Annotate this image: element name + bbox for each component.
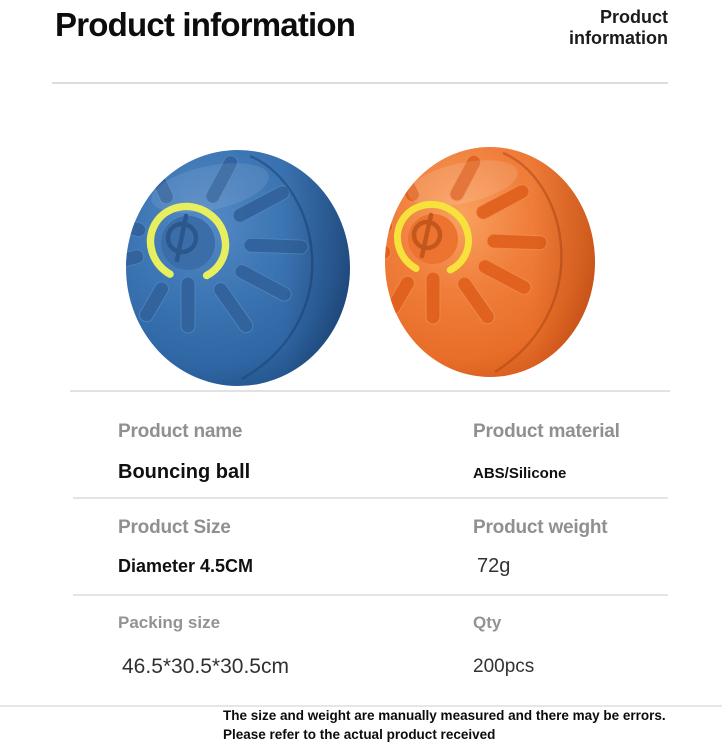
spec-label-qty: Qty	[473, 613, 502, 632]
spec-label-product-name: Product name	[118, 421, 243, 442]
page-caption: Product information	[569, 7, 668, 48]
divider-top	[52, 82, 668, 84]
footer-disclaimer: The size and weight are manually measure…	[223, 708, 666, 742]
spec-value-qty: 200pcs	[473, 656, 535, 677]
spec-value-product-size: Diameter 4.5CM	[118, 556, 254, 576]
spec-value-product-weight: 72g	[477, 555, 511, 577]
spec-value-product-name: Bouncing ball	[118, 461, 251, 483]
orange-ball-image	[385, 147, 595, 377]
divider-row-1	[73, 497, 668, 499]
divider-under-image	[70, 390, 670, 392]
yellow-ring	[393, 200, 473, 278]
spec-label-product-size: Product Size	[118, 517, 231, 538]
divider-row-2	[73, 594, 668, 596]
power-button-icon	[146, 202, 230, 284]
yellow-ring	[146, 202, 230, 284]
spec-label-product-material: Product material	[473, 421, 620, 442]
spec-value-packing-size: 46.5*30.5*30.5cm	[122, 655, 289, 678]
spec-label-packing-size: Packing size	[118, 613, 221, 632]
power-button-icon	[393, 200, 473, 278]
spec-label-product-weight: Product weight	[473, 517, 608, 538]
page-title: Product information	[55, 6, 356, 43]
blue-ball-image	[126, 150, 350, 386]
spec-value-product-material: ABS/Silicone	[473, 465, 567, 482]
divider-footer	[0, 705, 722, 707]
